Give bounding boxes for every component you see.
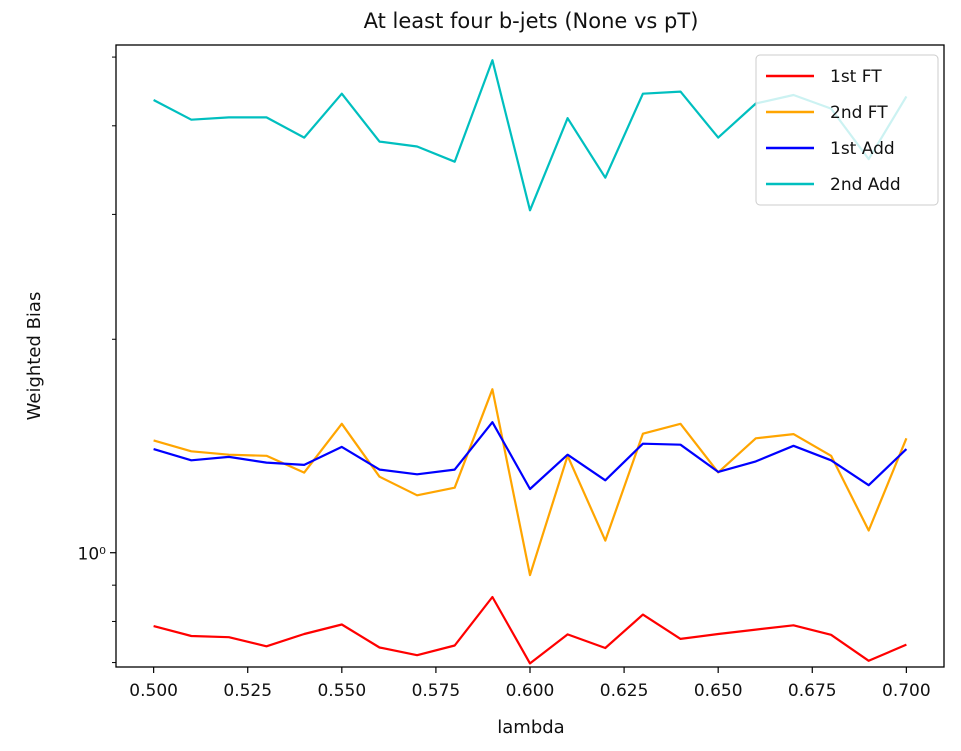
x-tick-label: 0.650: [694, 681, 743, 701]
series-line-2: [153, 388, 908, 577]
y-tick-label: 10⁰: [78, 545, 107, 565]
x-tick-label: 0.600: [506, 681, 555, 701]
legend-label: 1st Add: [830, 139, 895, 159]
legend: 1st FT 2nd FT 1st Add 2nd Add: [755, 54, 939, 206]
y-axis: 10⁰: [78, 56, 116, 664]
legend-label: 2nd Add: [830, 175, 901, 195]
x-tick-label: 0.625: [600, 681, 649, 701]
x-axis-label: lambda: [497, 717, 564, 738]
x-axis: 0.500 0.525 0.550 0.575 0.600 0.625 0.650 0.675…: [129, 667, 931, 701]
x-tick-label: 0.675: [788, 681, 837, 701]
chart-title: At least four b-jets (None vs pT): [364, 9, 699, 33]
legend-label: 1st FT: [830, 67, 882, 87]
legend-label: 2nd FT: [830, 103, 888, 123]
x-tick-label: 0.550: [317, 681, 366, 701]
x-tick-label: 0.500: [129, 681, 178, 701]
series-line-1: [153, 595, 907, 665]
x-tick-label: 0.575: [412, 681, 461, 701]
x-tick-label: 0.700: [882, 681, 931, 701]
x-tick-label: 0.525: [223, 681, 272, 701]
legend-box: [755, 54, 939, 206]
series-line-3: [153, 421, 908, 491]
y-axis-label: Weighted Bias: [24, 292, 45, 421]
